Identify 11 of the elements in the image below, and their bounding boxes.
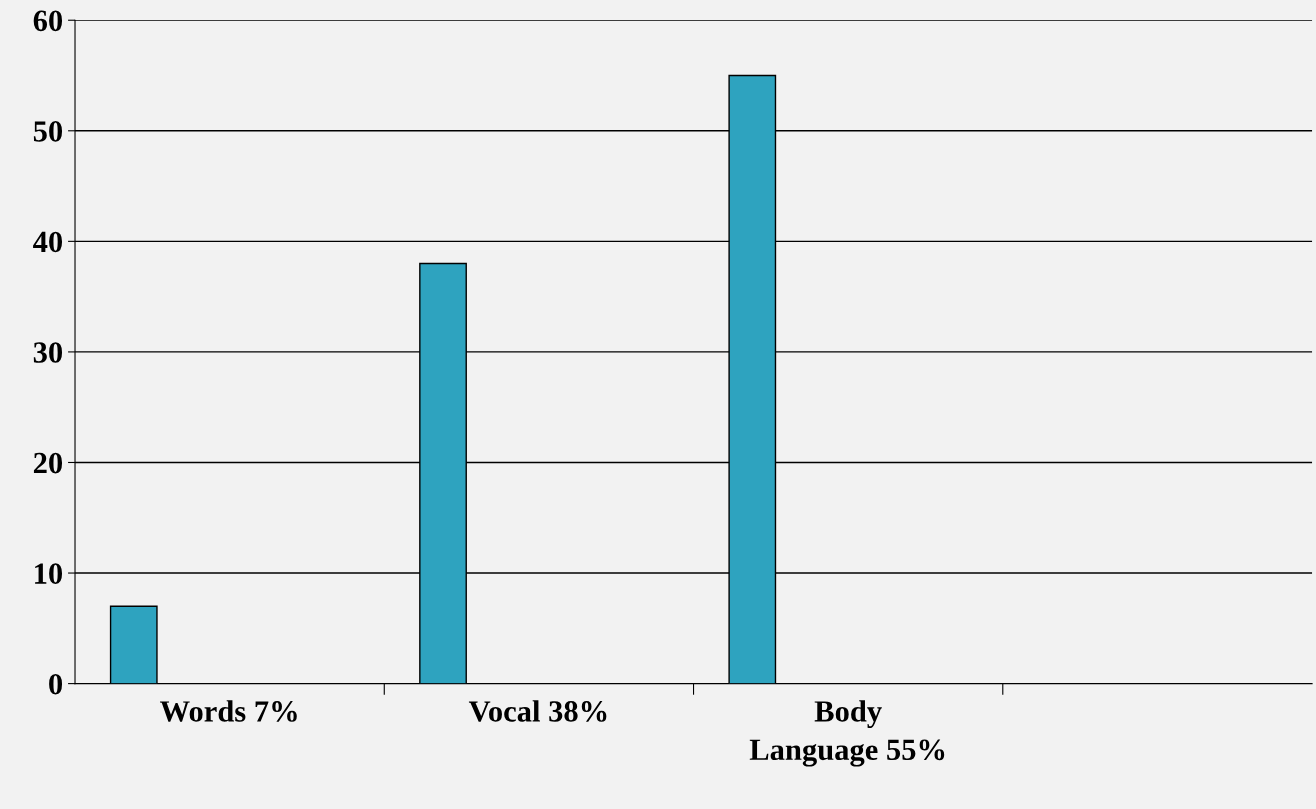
y-tick-label: 0 — [49, 673, 63, 695]
y-tick-label: 10 — [35, 563, 63, 584]
y-tick-label: 30 — [33, 342, 63, 363]
y-tick-label: 40 — [33, 231, 63, 253]
x-tick-label: Vocal 38% — [468, 700, 607, 722]
y-tick-label: 60 — [33, 10, 63, 32]
bar — [109, 605, 158, 684]
y-tick-label: 50 — [33, 121, 63, 142]
y-tick-label: 20 — [33, 452, 63, 474]
x-tick-label: Body Language 55% — [749, 700, 945, 767]
x-tick-label: Words 7% — [160, 700, 297, 722]
